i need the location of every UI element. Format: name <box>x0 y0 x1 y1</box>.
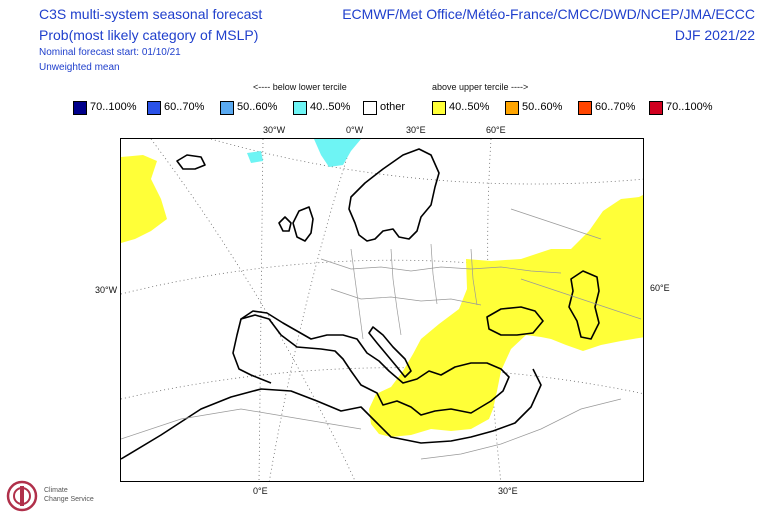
legend-label: 40..50% <box>449 101 490 113</box>
legend-label: 60..70% <box>164 101 205 113</box>
legend-swatch <box>73 101 87 115</box>
weighting: Unweighted mean <box>39 62 120 73</box>
axis-label-top-30w: 30°W <box>263 125 286 135</box>
yellow-area-east <box>369 195 643 437</box>
graticule-line <box>268 139 354 481</box>
forecast-map <box>120 138 644 482</box>
legend-swatch <box>649 101 663 115</box>
legend-label: 50..60% <box>522 101 563 113</box>
coastline-scandinavia <box>348 148 440 242</box>
coastline-iberia-west <box>232 318 272 384</box>
yellow-area-atlantic <box>121 155 167 243</box>
coastlines <box>121 148 600 460</box>
graticule-line <box>121 367 643 400</box>
legend-swatch <box>363 101 377 115</box>
copernicus-logo: Climate Change Service <box>4 478 114 518</box>
title-line-2: Prob(most likely category of MSLP) <box>39 27 259 43</box>
country-border <box>390 248 402 336</box>
coastline-caspian <box>568 270 600 340</box>
country-border <box>420 398 622 460</box>
coastline-iceland <box>176 154 206 170</box>
legend-label: 50..60% <box>237 101 278 113</box>
coastline-western-med <box>240 310 510 416</box>
cyan-area-north <box>314 139 361 167</box>
axis-label-left: 30°W <box>95 285 118 295</box>
legend-below-caption: <---- below lower tercile <box>253 82 347 92</box>
graticule-line <box>258 139 264 481</box>
graticule-line <box>121 259 643 295</box>
legend-swatch <box>293 101 307 115</box>
legend-swatch <box>432 101 446 115</box>
country-border <box>320 258 562 274</box>
systems-list: ECMWF/Met Office/Météo-France/CMCC/DWD/N… <box>342 6 755 22</box>
logo-line-1: Climate <box>44 487 68 494</box>
axis-label-bottom-30e: 30°E <box>498 486 518 496</box>
coastline-black-sea <box>486 306 544 336</box>
country-border <box>520 278 642 320</box>
map-canvas <box>121 139 643 481</box>
axis-label-top-30e: 30°E <box>406 125 426 135</box>
coastline-ireland <box>278 216 292 232</box>
axis-label-top-60e: 60°E <box>486 125 506 135</box>
country-border <box>350 248 364 340</box>
legend-label: 60..70% <box>595 101 636 113</box>
probability-areas <box>121 139 643 437</box>
title-line-1: C3S multi-system seasonal forecast <box>39 6 263 22</box>
coastline-uk <box>292 206 314 242</box>
legend-swatch <box>220 101 234 115</box>
axis-label-right: 60°E <box>650 283 670 293</box>
country-border <box>121 408 362 440</box>
country-border <box>470 248 478 306</box>
legend-swatch <box>578 101 592 115</box>
country-border <box>330 288 482 306</box>
legend-label: other <box>380 101 406 113</box>
legend-label: 70..100% <box>90 101 137 113</box>
graticule-line <box>487 139 502 481</box>
country-border <box>430 243 438 305</box>
axis-label-top-0w: 0°W <box>346 125 364 135</box>
coastline-italy <box>368 326 412 378</box>
legend-label: 40..50% <box>310 101 351 113</box>
cyan-area-small <box>247 151 263 163</box>
legend-swatch <box>147 101 161 115</box>
legend-above-caption: above upper tercile ----> <box>432 82 529 92</box>
logo-text: Climate Change Service <box>44 486 94 504</box>
nominal-start: Nominal forecast start: 01/10/21 <box>39 47 181 58</box>
axis-label-bottom-0e: 0°E <box>253 486 268 496</box>
logo-line-2: Change Service <box>44 496 94 503</box>
legend-swatch <box>505 101 519 115</box>
legend-label: 70..100% <box>666 101 713 113</box>
logo-emblem-icon <box>6 480 38 512</box>
country-borders <box>121 208 642 460</box>
country-border <box>510 208 602 240</box>
graticule-line <box>210 139 643 185</box>
season: DJF 2021/22 <box>674 27 755 43</box>
graticule <box>121 139 643 481</box>
coastline-north-africa <box>121 368 542 460</box>
